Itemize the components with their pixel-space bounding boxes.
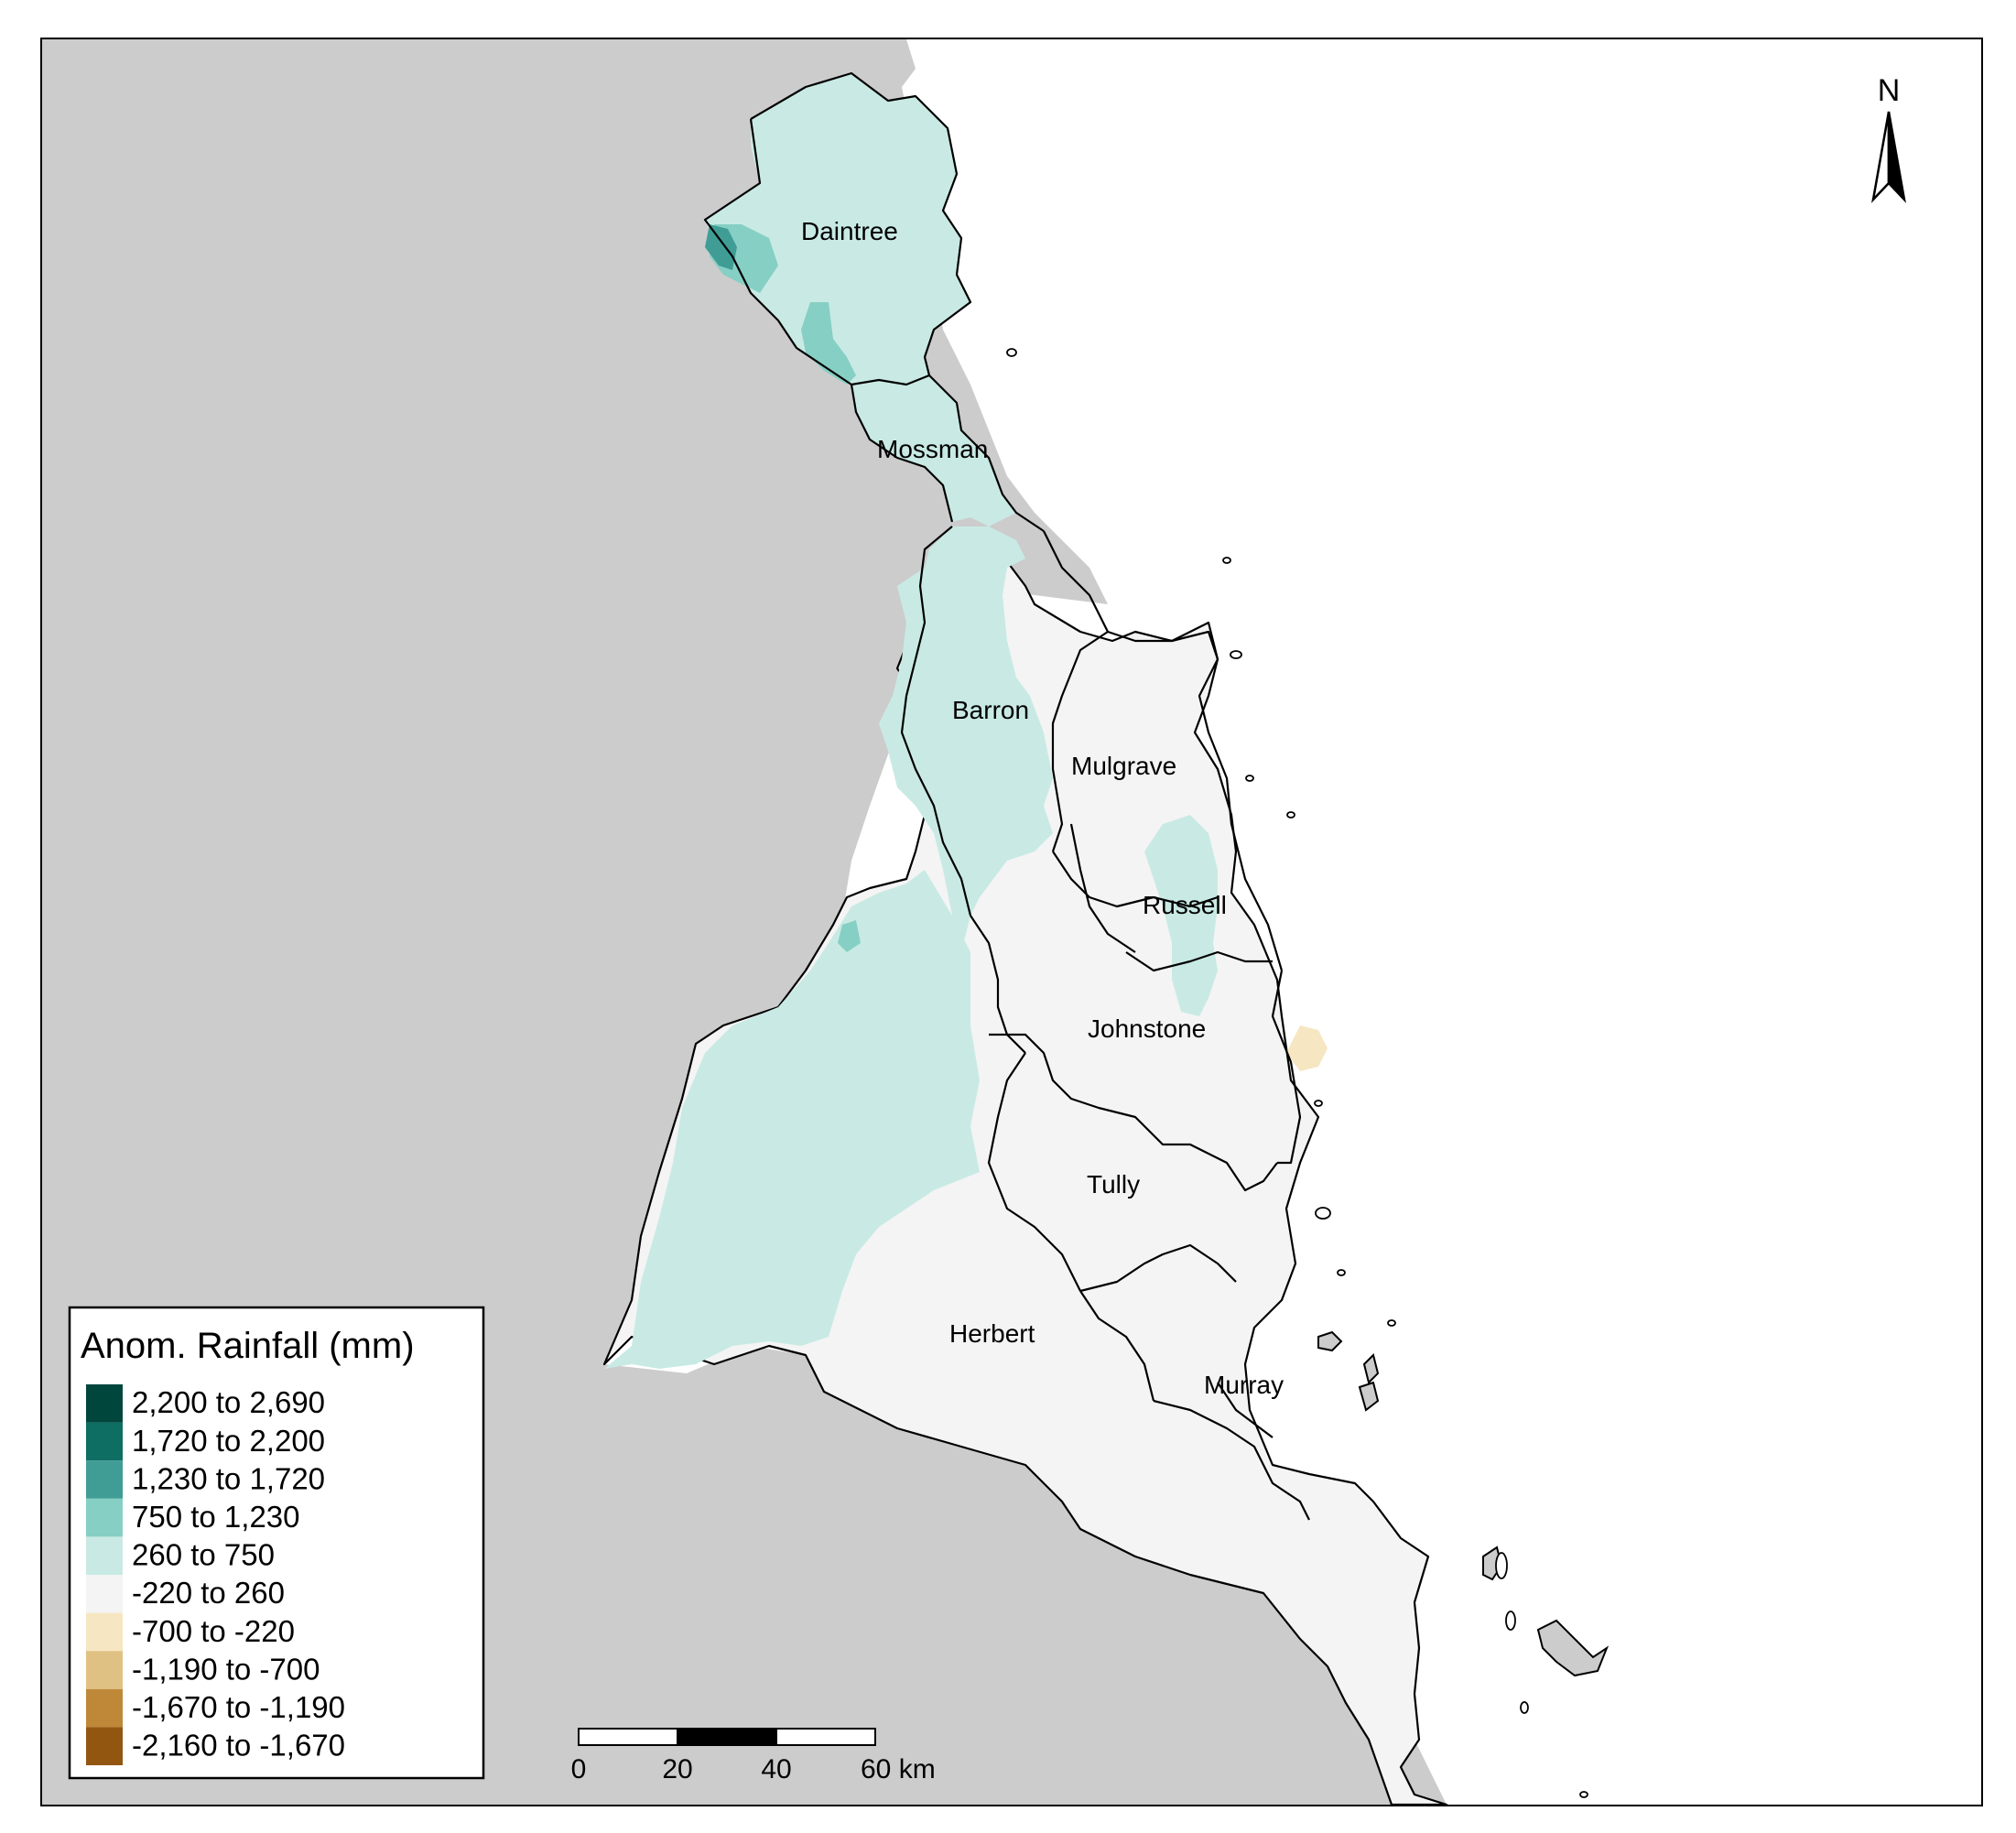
legend-item: 1,230 to 1,720 — [86, 1460, 325, 1499]
coastal-islets — [1006, 348, 1588, 1798]
anomaly-strong-daintree-west — [705, 224, 737, 270]
legend-box — [68, 1306, 485, 1780]
legend-item: 1,720 to 2,200 — [86, 1422, 325, 1461]
legend-label: 1,720 to 2,200 — [132, 1424, 325, 1458]
north-label: N — [1878, 73, 1901, 108]
legend-label: -2,160 to -1,670 — [132, 1729, 345, 1762]
legend-label: -1,190 to -700 — [132, 1652, 320, 1686]
legend-swatch — [86, 1612, 123, 1652]
legend-swatch — [86, 1384, 123, 1423]
legend-item: 2,200 to 2,690 — [86, 1384, 325, 1423]
legend-label: -1,670 to -1,190 — [132, 1690, 345, 1724]
legend-swatch — [86, 1536, 123, 1575]
label-russell: Russell — [1143, 891, 1227, 919]
anomaly-mid-daintree-south — [801, 302, 856, 385]
north-arrow: N — [1871, 73, 1906, 203]
scale-tick-40: 40 — [761, 1754, 791, 1784]
label-murray: Murray — [1204, 1371, 1284, 1399]
legend-swatch — [86, 1575, 123, 1613]
label-herbert: Herbert — [949, 1319, 1035, 1348]
legend-item: -1,670 to -1,190 — [86, 1688, 345, 1728]
catchment-labels: Daintree Mossman Barron Mulgrave Russell… — [801, 217, 1284, 1399]
catchment-boundaries — [703, 71, 1310, 1521]
legend-swatch — [86, 1498, 123, 1537]
anomaly-positive-russell — [1144, 815, 1218, 1016]
anomaly-dry-johnstone-coast — [1286, 1025, 1328, 1071]
legend-item: -220 to 260 — [86, 1575, 285, 1613]
legend-swatch — [86, 1422, 123, 1461]
legend-label: 2,200 to 2,690 — [132, 1385, 325, 1419]
anomaly-positive-daintree — [705, 73, 1016, 526]
scale-tick-60: 60 km — [861, 1754, 936, 1784]
legend-swatch — [86, 1727, 123, 1765]
legend-label: 750 to 1,230 — [132, 1500, 300, 1534]
legend-item: 260 to 750 — [86, 1536, 275, 1575]
scale-bar: 0 20 40 60 km — [571, 1728, 936, 1784]
label-tully: Tully — [1087, 1170, 1140, 1198]
scale-tick-20: 20 — [662, 1754, 692, 1784]
scale-tick-0: 0 — [571, 1754, 587, 1784]
label-barron: Barron — [952, 696, 1029, 724]
anomaly-positive-herbert-west — [604, 870, 980, 1369]
legend-label: -700 to -220 — [132, 1614, 295, 1648]
legend-swatch — [86, 1460, 123, 1499]
label-mossman: Mossman — [877, 435, 988, 463]
label-daintree: Daintree — [801, 217, 898, 245]
legend: Anom. Rainfall (mm) 2,200 to 2,690 1,720 … — [68, 1306, 485, 1780]
anomaly-mid-herbert-nw — [838, 920, 861, 952]
legend-label: 260 to 750 — [132, 1538, 275, 1572]
label-mulgrave: Mulgrave — [1071, 752, 1176, 780]
legend-item: -1,190 to -700 — [86, 1651, 320, 1689]
legend-title: Anom. Rainfall (mm) — [81, 1326, 415, 1366]
legend-swatch — [86, 1651, 123, 1689]
legend-item: -700 to -220 — [86, 1612, 295, 1652]
legend-swatch — [86, 1688, 123, 1728]
label-johnstone: Johnstone — [1088, 1014, 1206, 1043]
legend-item: -2,160 to -1,670 — [86, 1727, 345, 1765]
legend-item: 750 to 1,230 — [86, 1498, 300, 1537]
legend-label: 1,230 to 1,720 — [132, 1461, 325, 1495]
legend-label: -220 to 260 — [132, 1576, 285, 1610]
